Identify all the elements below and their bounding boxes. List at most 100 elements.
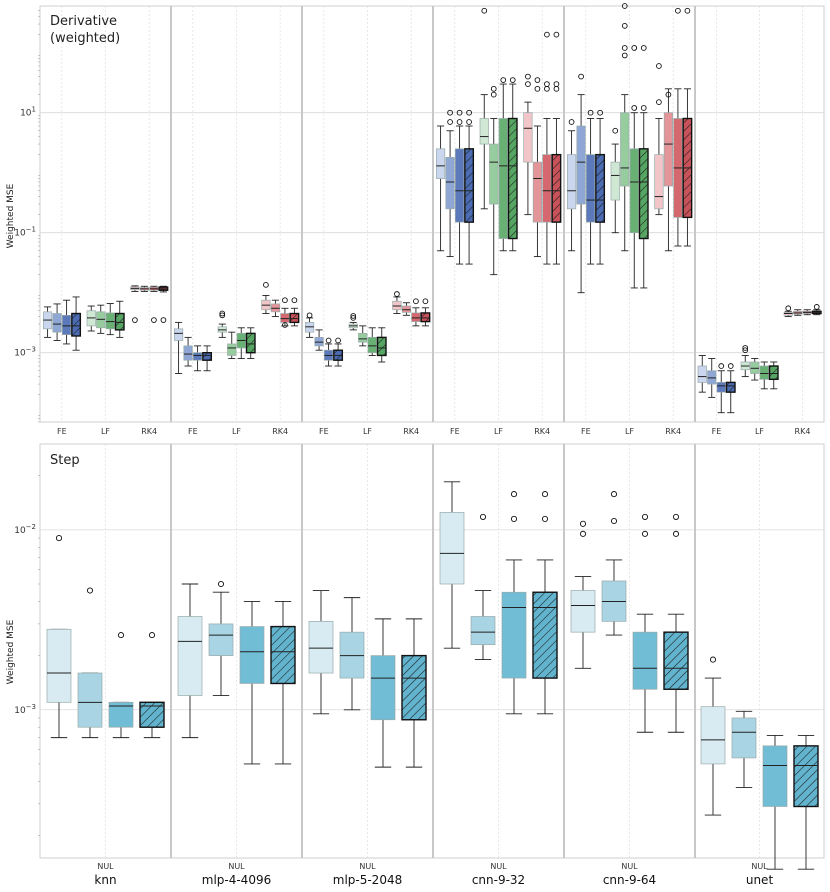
outlier-point (117, 632, 125, 639)
model-group-knn: FE LF RK4 (42, 6, 169, 436)
box-nul-2 (501, 491, 527, 715)
outlier-point (672, 513, 680, 520)
outlier-point (263, 282, 269, 288)
outlier-point (466, 119, 472, 125)
outlier-point (640, 105, 647, 111)
model-group-knn: NUL knn (46, 444, 165, 887)
box-body (358, 333, 368, 343)
y-tick-label: 10−1 (14, 226, 36, 239)
box-body (239, 626, 265, 684)
box-body (620, 112, 630, 187)
outlier-point (544, 85, 550, 92)
box-nul-3 (270, 600, 296, 765)
box-body (498, 118, 508, 239)
box-hatch (271, 626, 295, 684)
box-body (501, 591, 527, 679)
box-lf-2 (236, 327, 246, 359)
model-label: knn (94, 873, 116, 887)
box-nul-0 (46, 535, 72, 739)
box-body (314, 337, 324, 347)
box-body (731, 717, 757, 759)
box-hatch (794, 745, 818, 807)
box-rk4-1 (270, 299, 281, 318)
outlier-point (151, 317, 157, 323)
box-nul-1 (470, 513, 496, 661)
outlier-point (553, 31, 560, 38)
box-body (566, 154, 577, 210)
group-label-nul: NUL (490, 862, 507, 871)
derivative-title-line2: (weighted) (50, 31, 120, 46)
group-label-nul: NUL (228, 862, 245, 871)
group-label-fe: FE (712, 427, 722, 436)
box-body (700, 706, 726, 765)
model-group-unet: FE LF RK4 (697, 6, 822, 436)
box-hatch (664, 632, 688, 690)
outlier-point (813, 304, 820, 310)
outlier-point (621, 23, 628, 29)
box-body (663, 112, 674, 187)
box-lf-0 (610, 127, 620, 234)
outlier-point (631, 45, 638, 51)
group-label-lf: LF (232, 427, 241, 436)
derivative-title-line1: Derivative (50, 14, 117, 29)
box-fe-1 (52, 303, 62, 341)
box-hatch (639, 148, 648, 239)
box-rk4-0 (783, 305, 793, 318)
box-rk4-1 (401, 302, 412, 316)
model-group-mlp-4-4096: FE LF RK4 (173, 6, 300, 436)
box-fe-3 (595, 109, 606, 265)
model-label: cnn-9-64 (603, 873, 656, 887)
group-label-lf: LF (101, 427, 110, 436)
box-rk4-3 (811, 304, 822, 316)
box-rk4-2 (542, 31, 552, 265)
y-tick-label: 10−2 (14, 523, 36, 536)
box-fe-0 (173, 321, 184, 374)
box-fe-2 (323, 337, 334, 367)
group-label-fe: FE (319, 427, 329, 436)
box-rk4-0 (392, 291, 402, 314)
box-rk4-2 (802, 309, 812, 316)
group-label-rk4: RK4 (665, 427, 681, 436)
box-rk4-2 (411, 298, 421, 327)
box-hatch (552, 154, 561, 223)
box-body (435, 148, 446, 179)
box-fe-1 (314, 329, 324, 351)
outlier-point (568, 119, 575, 125)
outlier-point (500, 77, 507, 83)
box-hatch (508, 118, 517, 239)
step-y-label: Weighted MSE (6, 619, 16, 684)
box-body (52, 313, 62, 333)
model-label: mlp-5-2048 (333, 873, 402, 887)
outlier-point (621, 52, 628, 59)
box-hatch (533, 592, 557, 679)
box-lf-3 (114, 300, 125, 338)
outlier-point (553, 85, 560, 92)
outlier-point (510, 515, 518, 522)
box-nul-3 (401, 618, 427, 768)
box-hatch (421, 312, 430, 322)
box-nul-3 (663, 513, 689, 733)
outlier-point (579, 530, 587, 537)
outlier-point (641, 530, 649, 537)
box-lf-1 (227, 331, 237, 359)
box-fe-3 (333, 337, 344, 367)
group-label-lf: LF (363, 427, 372, 436)
outlier-point (217, 580, 225, 588)
group-label-nul: NUL (97, 862, 114, 871)
box-fe-0 (435, 125, 446, 252)
box-body (280, 313, 290, 323)
box-fe-1 (445, 109, 455, 258)
outlier-point (456, 109, 463, 116)
group-label-lf: LF (494, 427, 503, 436)
box-rk4-3 (551, 31, 562, 265)
outlier-point (282, 322, 288, 328)
group-label-fe: FE (188, 427, 198, 436)
box-fe-3 (71, 296, 82, 351)
box-body (470, 616, 496, 646)
box-lf-1 (96, 304, 106, 334)
outlier-point (350, 313, 357, 319)
box-rk4-0 (523, 73, 533, 216)
box-nul-0 (177, 583, 203, 739)
group-label-fe: FE (450, 427, 460, 436)
